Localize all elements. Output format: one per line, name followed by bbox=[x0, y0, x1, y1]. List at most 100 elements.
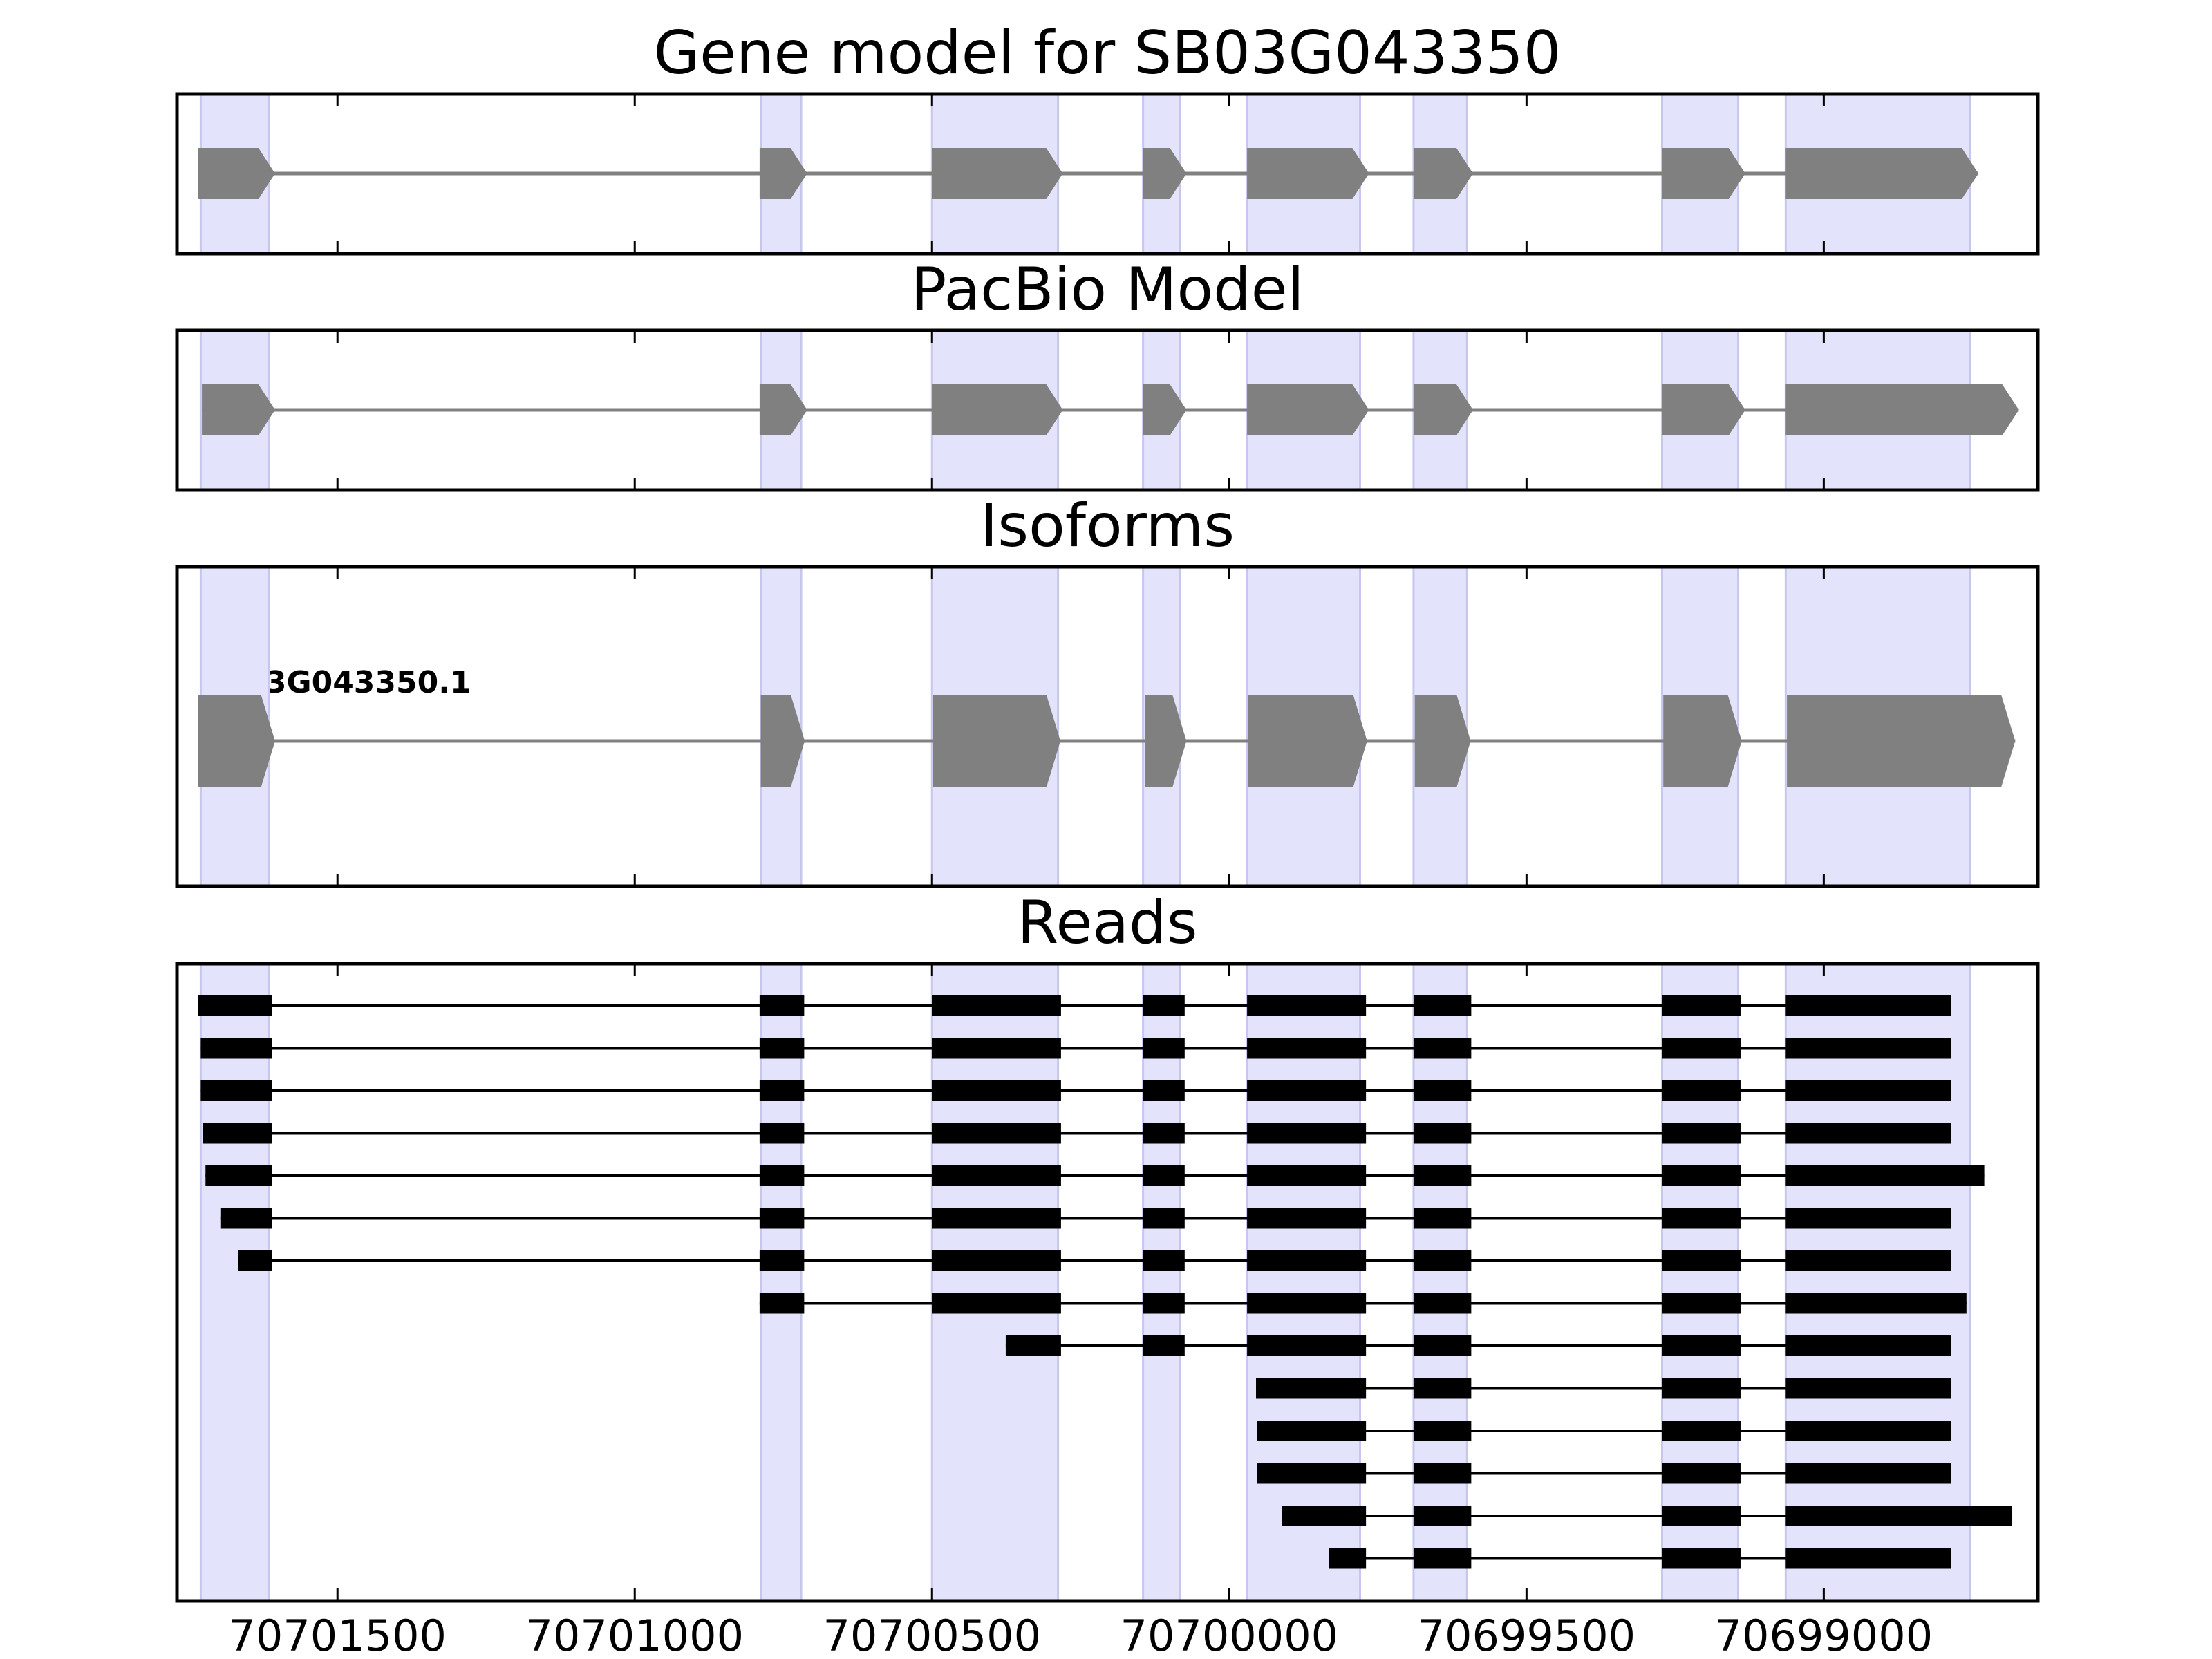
isoforms-exon-6 bbox=[1414, 695, 1471, 787]
isoforms-exon-1 bbox=[198, 695, 275, 787]
read-1-block-7 bbox=[1662, 995, 1741, 1016]
read-7-block-8 bbox=[1785, 1250, 1951, 1271]
read-3-block-7 bbox=[1662, 1080, 1741, 1101]
read-14-block-4 bbox=[1785, 1548, 1951, 1569]
x-tick-label-6: 70699000 bbox=[1715, 1611, 1933, 1659]
gene_model-exon-3 bbox=[932, 148, 1063, 199]
read-13-block-4 bbox=[1785, 1506, 2013, 1526]
read-9-block-5 bbox=[1662, 1335, 1741, 1356]
read-2-block-6 bbox=[1413, 1038, 1472, 1059]
read-3-block-6 bbox=[1413, 1080, 1472, 1101]
pacbio_model-exon-7 bbox=[1662, 384, 1745, 435]
read-7-block-2 bbox=[759, 1250, 805, 1271]
read-10-block-3 bbox=[1662, 1378, 1741, 1399]
pacbio_model-exon-8 bbox=[1785, 384, 2019, 435]
read-8-block-6 bbox=[1662, 1293, 1741, 1314]
read-10-block-1 bbox=[1256, 1378, 1367, 1399]
exon-highlight-reads-6 bbox=[1412, 962, 1468, 1602]
read-2-block-3 bbox=[932, 1038, 1061, 1059]
read-13-block-1 bbox=[1282, 1506, 1367, 1526]
read-9-block-2 bbox=[1143, 1335, 1185, 1356]
read-1-block-6 bbox=[1413, 995, 1472, 1016]
read-4-block-1 bbox=[202, 1123, 272, 1144]
isoforms-exon-8 bbox=[1787, 695, 2016, 787]
read-5-block-2 bbox=[759, 1165, 805, 1186]
isoforms-title: Isoforms bbox=[980, 491, 1235, 561]
read-6-block-4 bbox=[1143, 1208, 1185, 1229]
exon-highlight-reads-4 bbox=[1142, 962, 1181, 1602]
read-10-block-2 bbox=[1413, 1378, 1472, 1399]
read-3-block-5 bbox=[1247, 1080, 1367, 1101]
read-4-block-4 bbox=[1143, 1123, 1185, 1144]
read-3-block-8 bbox=[1785, 1080, 1951, 1101]
read-9-block-1 bbox=[1005, 1335, 1061, 1356]
isoforms-exon-2 bbox=[760, 695, 805, 787]
read-3-block-4 bbox=[1143, 1080, 1185, 1101]
read-11-block-3 bbox=[1662, 1421, 1741, 1441]
read-8-block-7 bbox=[1785, 1293, 1967, 1314]
pacbio_model-axes-frame bbox=[175, 328, 2040, 492]
pacbio_model-exon-3 bbox=[932, 384, 1063, 435]
read-3-block-3 bbox=[932, 1080, 1061, 1101]
read-3-block-1 bbox=[200, 1080, 272, 1101]
pacbio-model-title: PacBio Model bbox=[910, 255, 1304, 324]
isoforms-axes-frame bbox=[175, 565, 2040, 888]
read-2-block-1 bbox=[200, 1038, 272, 1059]
gene_model-exon-4 bbox=[1143, 148, 1187, 199]
isoforms-exon-4 bbox=[1145, 695, 1187, 787]
exon-highlight-reads-2 bbox=[760, 962, 803, 1602]
read-11-block-2 bbox=[1413, 1421, 1472, 1441]
read-11-block-4 bbox=[1785, 1421, 1951, 1441]
isoforms-exon-5 bbox=[1248, 695, 1367, 787]
x-tick-label-5: 70699500 bbox=[1418, 1611, 1636, 1659]
exon-highlight-reads-7 bbox=[1660, 962, 1740, 1602]
x-tick-label-4: 70700000 bbox=[1121, 1611, 1339, 1659]
read-1-block-5 bbox=[1247, 995, 1367, 1016]
read-5-block-5 bbox=[1247, 1165, 1367, 1186]
read-8-block-3 bbox=[1143, 1293, 1185, 1314]
exon-highlight-reads-1 bbox=[199, 962, 270, 1602]
read-9-block-4 bbox=[1413, 1335, 1472, 1356]
x-tick-label-3: 70700500 bbox=[823, 1611, 1041, 1659]
read-5-block-7 bbox=[1662, 1165, 1741, 1186]
read-12-block-2 bbox=[1413, 1463, 1472, 1484]
read-13-block-2 bbox=[1413, 1506, 1472, 1526]
read-5-block-1 bbox=[205, 1165, 272, 1186]
read-2-block-5 bbox=[1247, 1038, 1367, 1059]
read-9-block-6 bbox=[1785, 1335, 1951, 1356]
reads-title: Reads bbox=[1018, 888, 1198, 957]
x-tick-label-2: 70701000 bbox=[525, 1611, 744, 1659]
pacbio_model-exon-5 bbox=[1247, 384, 1369, 435]
x-axis-tick-layer: 70701500 70701000 70700500 70700000 70699500… bbox=[228, 94, 1933, 1659]
isoforms-exon-3 bbox=[933, 695, 1061, 787]
feature-layer bbox=[198, 148, 2019, 1569]
gene_model-exon-2 bbox=[759, 148, 807, 199]
gene_model-exon-6 bbox=[1413, 148, 1473, 199]
read-9-block-3 bbox=[1247, 1335, 1367, 1356]
read-5-block-3 bbox=[932, 1165, 1061, 1186]
panel-frame-layer bbox=[175, 92, 2040, 1603]
gene_model-axes-frame bbox=[175, 92, 2040, 256]
read-4-block-7 bbox=[1662, 1123, 1741, 1144]
read-3-block-2 bbox=[759, 1080, 805, 1101]
read-1-block-8 bbox=[1785, 995, 1951, 1016]
isoforms-exon-7 bbox=[1663, 695, 1742, 787]
pacbio_model-exon-4 bbox=[1143, 384, 1187, 435]
read-4-block-6 bbox=[1413, 1123, 1472, 1144]
read-4-block-8 bbox=[1785, 1123, 1951, 1144]
read-8-block-5 bbox=[1413, 1293, 1472, 1314]
read-5-block-6 bbox=[1413, 1165, 1472, 1186]
read-1-block-1 bbox=[198, 995, 272, 1016]
pacbio_model-exon-1 bbox=[202, 384, 275, 435]
read-2-block-2 bbox=[759, 1038, 805, 1059]
read-12-block-4 bbox=[1785, 1463, 1951, 1484]
gene_model-exon-1 bbox=[198, 148, 275, 199]
read-7-block-7 bbox=[1662, 1250, 1741, 1271]
read-14-block-3 bbox=[1662, 1548, 1741, 1569]
pacbio_model-exon-2 bbox=[759, 384, 807, 435]
gene_model-exon-7 bbox=[1662, 148, 1745, 199]
reads-axes-frame bbox=[175, 962, 2040, 1603]
read-7-block-4 bbox=[1143, 1250, 1185, 1271]
read-14-block-1 bbox=[1329, 1548, 1367, 1569]
read-11-block-1 bbox=[1257, 1421, 1367, 1441]
